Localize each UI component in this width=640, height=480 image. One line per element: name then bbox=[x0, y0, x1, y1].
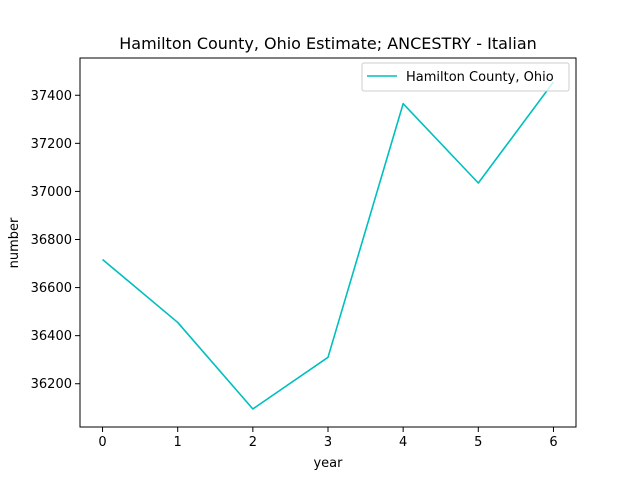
legend-frame bbox=[361, 62, 570, 92]
y-tick-label: 36800 bbox=[31, 233, 72, 248]
x-tick-label: 0 bbox=[98, 435, 106, 450]
y-tick-label: 36200 bbox=[31, 377, 72, 392]
legend-label: Hamilton County, Ohio bbox=[406, 70, 554, 85]
x-tick-label: 5 bbox=[474, 435, 482, 450]
series-line-0 bbox=[102, 81, 555, 410]
y-axis-ticks: 36200 36400 36600 36800 37000 37200 37400 bbox=[31, 89, 80, 392]
series-layer bbox=[102, 81, 555, 410]
y-tick-label: 37200 bbox=[31, 137, 72, 152]
y-tick-label: 36400 bbox=[31, 329, 72, 344]
x-tick-label: 2 bbox=[249, 435, 257, 450]
x-tick-label: 1 bbox=[174, 435, 182, 450]
x-tick-label: 3 bbox=[324, 435, 332, 450]
plot-area-frame bbox=[79, 57, 577, 428]
x-tick-label: 4 bbox=[399, 435, 407, 450]
y-tick-label: 37400 bbox=[31, 89, 72, 104]
x-tick-label: 6 bbox=[549, 435, 557, 450]
y-tick-label: 36600 bbox=[31, 281, 72, 296]
y-axis-label: number bbox=[7, 217, 22, 268]
x-axis-ticks: 0 1 2 3 4 5 6 bbox=[98, 427, 558, 450]
x-axis-label: year bbox=[313, 456, 343, 471]
legend: Hamilton County, Ohio bbox=[361, 62, 570, 92]
chart-title: Hamilton County, Ohio Estimate; ANCESTRY… bbox=[119, 34, 537, 53]
y-tick-label: 37000 bbox=[31, 185, 72, 200]
